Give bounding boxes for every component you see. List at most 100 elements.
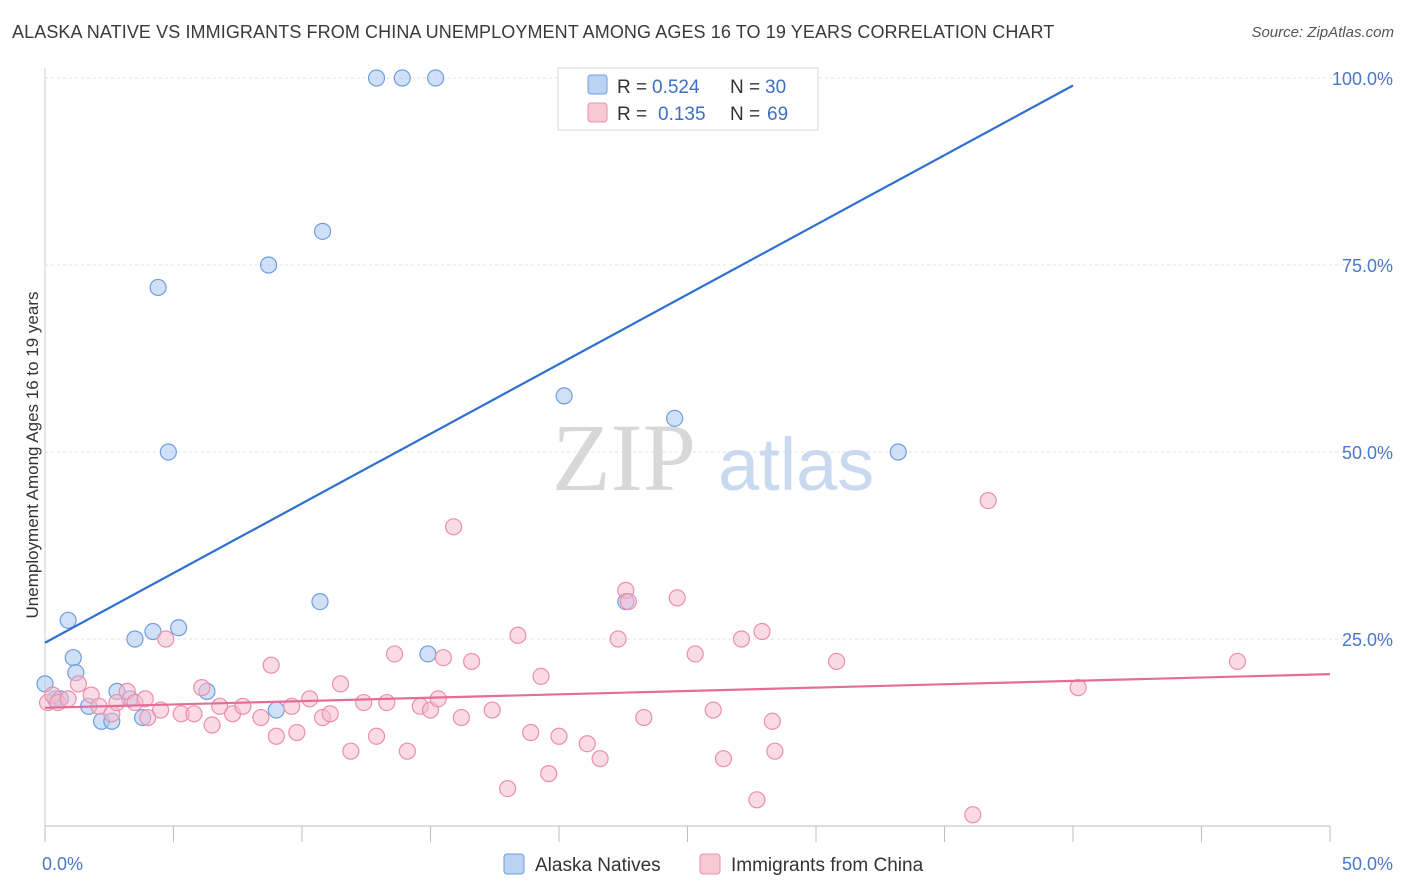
data-point-china-51 [578, 735, 596, 753]
legend-n-label-alaska: N = [730, 77, 760, 98]
y-tick-label-50: 50.0% [1342, 443, 1393, 463]
trend-line-china [44, 673, 1331, 709]
data-point-china-39 [429, 690, 447, 708]
data-point-china-44 [483, 701, 501, 719]
watermark: ZIP atlas [552, 404, 874, 511]
data-point-china-27 [301, 690, 319, 708]
bottom-legend-swatch-alaska [503, 853, 525, 875]
data-point-china-34 [378, 693, 396, 712]
data-point-china-43 [463, 652, 481, 671]
data-point-china-21 [234, 697, 252, 715]
data-point-alaska-24 [419, 645, 437, 663]
data-point-alaska-16 [170, 619, 188, 637]
data-point-china-50 [550, 727, 568, 745]
legend-n-value-china: 69 [767, 104, 788, 125]
bottom-legend-label-alaska: Alaska Natives [535, 855, 661, 876]
bottom-legend-label-china: Immigrants from China [731, 855, 924, 876]
legend-r-label-alaska: R = [617, 77, 647, 98]
trend-lines [44, 84, 1331, 709]
data-point-china-67 [964, 806, 982, 824]
legend-r-value-china: 0.135 [658, 104, 706, 125]
y-tick-label-25: 25.0% [1342, 630, 1393, 650]
data-point-china-14 [157, 630, 175, 648]
y-tick-labels: 25.0% 50.0% 75.0% 100.0% [1332, 69, 1393, 650]
data-point-china-23 [262, 656, 280, 674]
data-point-china-47 [522, 723, 540, 742]
data-point-alaska-18 [259, 256, 278, 274]
y-tick-label-75: 75.0% [1342, 256, 1393, 276]
data-point-china-35 [385, 645, 404, 663]
data-point-china-61 [732, 630, 751, 648]
data-point-china-12 [139, 708, 157, 727]
chart-title: ALASKA NATIVE VS IMMIGRANTS FROM CHINA U… [12, 22, 1055, 42]
data-point-china-48 [532, 667, 550, 686]
data-point-china-29 [321, 705, 339, 723]
data-point-china-66 [827, 652, 846, 671]
x-tick-labels: 0.0% 50.0% [42, 854, 1393, 874]
data-point-china-59 [704, 701, 722, 719]
data-point-china-33 [367, 727, 386, 745]
data-point-china-32 [355, 693, 373, 712]
data-point-china-45 [499, 779, 517, 798]
data-point-china-63 [753, 622, 771, 641]
data-point-china-62 [748, 791, 766, 809]
data-point-china-58 [686, 645, 704, 663]
data-point-china-64 [763, 712, 781, 730]
legend-n-value-alaska: 30 [765, 77, 786, 98]
bottom-legend-swatch-china [699, 853, 721, 875]
data-point-china-24 [267, 727, 285, 745]
data-point-alaska-3 [59, 611, 77, 629]
y-axis-label: Unemployment Among Ages 16 to 19 years [23, 292, 42, 619]
data-point-china-36 [398, 742, 416, 760]
data-point-china-46 [509, 626, 527, 644]
data-point-alaska-21 [313, 222, 332, 240]
data-point-china-49 [540, 765, 558, 783]
data-point-china-56 [635, 708, 653, 727]
legend-swatch-immigrants-china [587, 102, 608, 123]
data-point-china-52 [591, 750, 609, 768]
data-point-alaska-26 [555, 387, 573, 405]
data-point-alaska-23 [393, 69, 411, 87]
data-point-alaska-29 [889, 443, 907, 461]
legend-swatch-alaska-natives [587, 74, 608, 95]
data-point-china-3 [59, 690, 77, 708]
data-point-china-57 [668, 589, 686, 607]
data-point-china-13 [152, 701, 170, 719]
data-point-china-69 [1069, 679, 1087, 697]
data-point-china-31 [342, 742, 360, 760]
data-point-china-16 [185, 705, 203, 723]
data-point-china-60 [714, 750, 733, 768]
data-point-alaska-15 [159, 443, 177, 461]
data-point-china-42 [452, 708, 470, 727]
series-legend: Alaska Natives Immigrants from China [503, 853, 924, 876]
data-point-china-41 [445, 518, 463, 536]
data-point-china-55 [619, 592, 637, 611]
data-point-china-65 [766, 742, 784, 760]
data-point-china-22 [252, 708, 270, 727]
grid-lines [45, 77, 1392, 640]
data-point-china-68 [979, 492, 997, 510]
data-points [36, 69, 1247, 824]
data-point-china-40 [434, 649, 452, 667]
watermark-atlas: atlas [718, 423, 874, 506]
data-point-china-4 [69, 675, 88, 693]
data-point-alaska-28 [666, 409, 684, 427]
data-point-china-26 [288, 723, 306, 742]
legend-r-label-china: R = [617, 104, 647, 125]
data-point-china-70 [1228, 652, 1247, 671]
data-point-china-30 [331, 675, 350, 693]
data-point-alaska-11 [126, 630, 144, 648]
data-point-china-17 [193, 679, 211, 697]
data-point-alaska-13 [144, 622, 162, 641]
x-tick-label-min: 0.0% [42, 854, 83, 874]
data-point-alaska-20 [311, 592, 329, 611]
data-point-china-18 [203, 716, 221, 734]
data-point-alaska-19 [267, 701, 285, 719]
legend-n-label-china: N = [730, 104, 760, 125]
chart-source: Source: ZipAtlas.com [1251, 24, 1394, 41]
trend-line-alaska [44, 84, 1074, 644]
data-point-alaska-14 [149, 278, 167, 297]
data-point-china-11 [136, 690, 154, 708]
data-point-china-53 [609, 630, 627, 648]
